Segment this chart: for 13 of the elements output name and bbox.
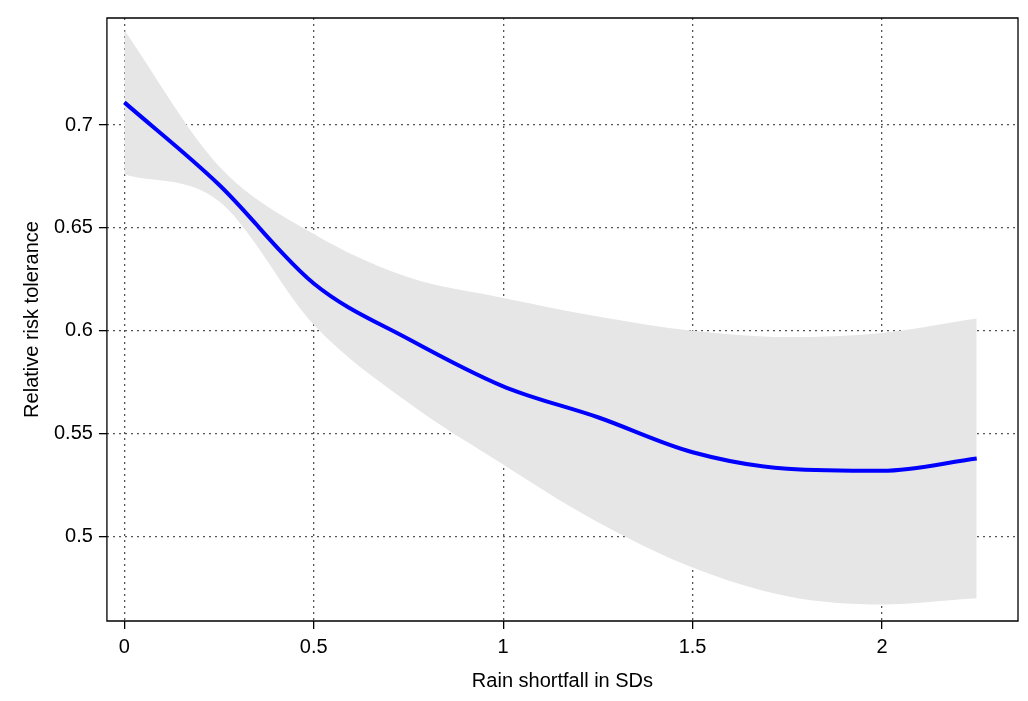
y-tick-label: 0.55 [53,421,93,444]
y-tick-label: 0.5 [65,524,93,547]
x-axis-title: Rain shortfall in SDs [471,668,654,691]
y-axis-title: Relative risk tolerance [19,221,42,418]
y-tick-label: 0.7 [65,112,93,135]
x-tick-label: 0.5 [299,634,328,657]
y-tick-label: 0.65 [53,215,93,238]
y-tick-label: 0.6 [65,318,93,341]
x-tick-label: 1.5 [678,634,707,657]
x-tick-label: 1 [497,634,509,657]
line-series [122,100,979,473]
x-tick-label: 0 [118,634,130,657]
x-tick-label: 2 [876,634,888,657]
